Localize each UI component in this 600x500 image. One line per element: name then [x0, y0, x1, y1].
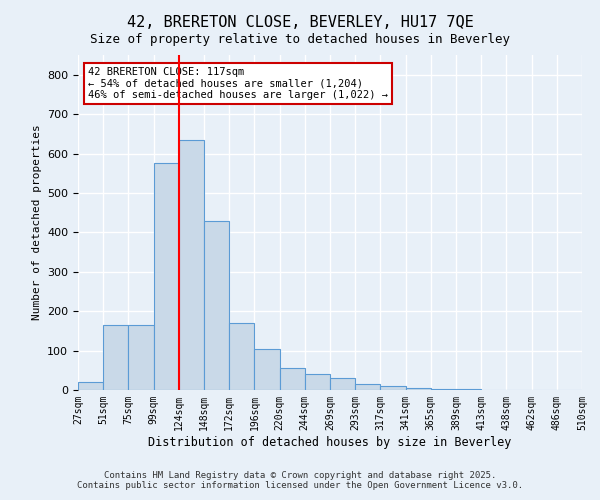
Bar — [456, 389, 481, 390]
Bar — [204, 220, 229, 390]
Bar — [431, 389, 456, 390]
Bar — [280, 368, 305, 390]
Bar — [305, 374, 330, 390]
Bar — [355, 384, 380, 390]
Text: 42, BRERETON CLOSE, BEVERLEY, HU17 7QE: 42, BRERETON CLOSE, BEVERLEY, HU17 7QE — [127, 15, 473, 30]
Bar — [254, 348, 280, 390]
Bar — [406, 388, 431, 390]
Text: 42 BRERETON CLOSE: 117sqm
← 54% of detached houses are smaller (1,204)
46% of se: 42 BRERETON CLOSE: 117sqm ← 54% of detac… — [88, 66, 388, 100]
Bar — [128, 325, 154, 390]
Bar — [103, 325, 128, 390]
Text: Size of property relative to detached houses in Beverley: Size of property relative to detached ho… — [90, 32, 510, 46]
Bar — [179, 140, 204, 390]
Text: Contains HM Land Registry data © Crown copyright and database right 2025.
Contai: Contains HM Land Registry data © Crown c… — [77, 470, 523, 490]
Bar — [154, 164, 179, 390]
Bar — [330, 378, 355, 390]
Y-axis label: Number of detached properties: Number of detached properties — [32, 124, 41, 320]
Bar — [380, 386, 406, 390]
X-axis label: Distribution of detached houses by size in Beverley: Distribution of detached houses by size … — [148, 436, 512, 448]
Bar — [229, 323, 254, 390]
Bar — [78, 382, 103, 390]
